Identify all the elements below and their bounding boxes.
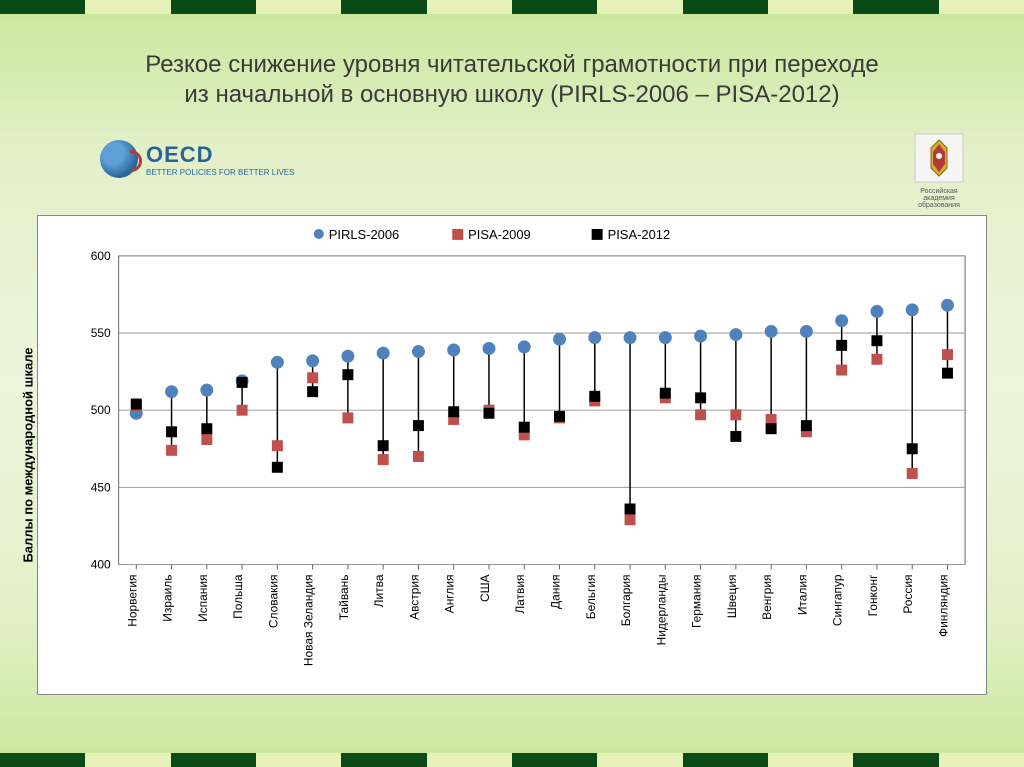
svg-text:Италия: Италия: [795, 575, 809, 616]
svg-text:600: 600: [91, 249, 111, 263]
svg-text:Дания: Дания: [549, 575, 563, 609]
coat-of-arms-icon: [911, 130, 967, 186]
oecd-text: OECD BETTER POLICIES FOR BETTER LIVES: [146, 142, 294, 177]
coat-caption: Российская академия образования: [904, 188, 974, 209]
y-axis-label: Баллы по международной шкале: [21, 347, 36, 562]
svg-text:Словакия: Словакия: [266, 575, 280, 629]
svg-text:Гонконг: Гонконг: [866, 574, 880, 616]
title-line-2: из начальной в основную школу (PIRLS-200…: [60, 80, 964, 110]
svg-text:Финляндия: Финляндия: [936, 575, 950, 637]
svg-text:Нидерланды: Нидерланды: [654, 575, 668, 646]
svg-text:Бельгия: Бельгия: [584, 574, 598, 619]
svg-text:Норвегия: Норвегия: [125, 575, 139, 627]
svg-text:Литва: Литва: [372, 574, 386, 607]
svg-text:Венгрия: Венгрия: [760, 575, 774, 620]
oecd-tagline: BETTER POLICIES FOR BETTER LIVES: [146, 168, 294, 177]
slide: Резкое снижение уровня читательской грам…: [0, 0, 1024, 767]
oecd-logo: OECD BETTER POLICIES FOR BETTER LIVES: [100, 140, 294, 178]
title-line-1: Резкое снижение уровня читательской грам…: [60, 50, 964, 80]
svg-text:Германия: Германия: [690, 575, 704, 629]
svg-text:Австрия: Австрия: [407, 575, 421, 620]
svg-text:Тайвань: Тайвань: [337, 575, 351, 621]
svg-text:Россия: Россия: [901, 575, 915, 614]
svg-text:PISA-2012: PISA-2012: [608, 227, 671, 242]
svg-text:Польша: Польша: [231, 574, 245, 619]
chart-area: Баллы по международной шкале 40045050055…: [37, 215, 987, 695]
svg-text:Новая Зеландия: Новая Зеландия: [302, 575, 316, 667]
svg-text:Израиль: Израиль: [161, 575, 175, 622]
top-bar: [0, 0, 1024, 14]
svg-text:США: США: [478, 574, 492, 602]
slide-title: Резкое снижение уровня читательской грам…: [60, 50, 964, 110]
svg-text:PISA-2009: PISA-2009: [468, 227, 531, 242]
svg-text:Швеция: Швеция: [725, 575, 739, 619]
svg-text:400: 400: [91, 558, 111, 572]
svg-text:Англия: Англия: [443, 575, 457, 614]
oecd-name: OECD: [146, 142, 294, 168]
svg-text:PIRLS-2006: PIRLS-2006: [329, 227, 399, 242]
svg-text:Латвия: Латвия: [513, 575, 527, 614]
svg-text:Испания: Испания: [196, 575, 210, 622]
bottom-bar: [0, 753, 1024, 767]
svg-text:Сингапур: Сингапур: [831, 574, 845, 626]
svg-text:550: 550: [91, 326, 111, 340]
svg-text:450: 450: [91, 480, 111, 494]
oecd-globe-icon: [100, 140, 138, 178]
svg-text:500: 500: [91, 403, 111, 417]
coat-of-arms: Российская академия образования: [904, 130, 974, 209]
svg-text:Болгария: Болгария: [619, 575, 633, 627]
chart-svg: 400 450 500 550 600 PIRLS-2006 PISA-2009 PISA-2…: [38, 216, 986, 694]
